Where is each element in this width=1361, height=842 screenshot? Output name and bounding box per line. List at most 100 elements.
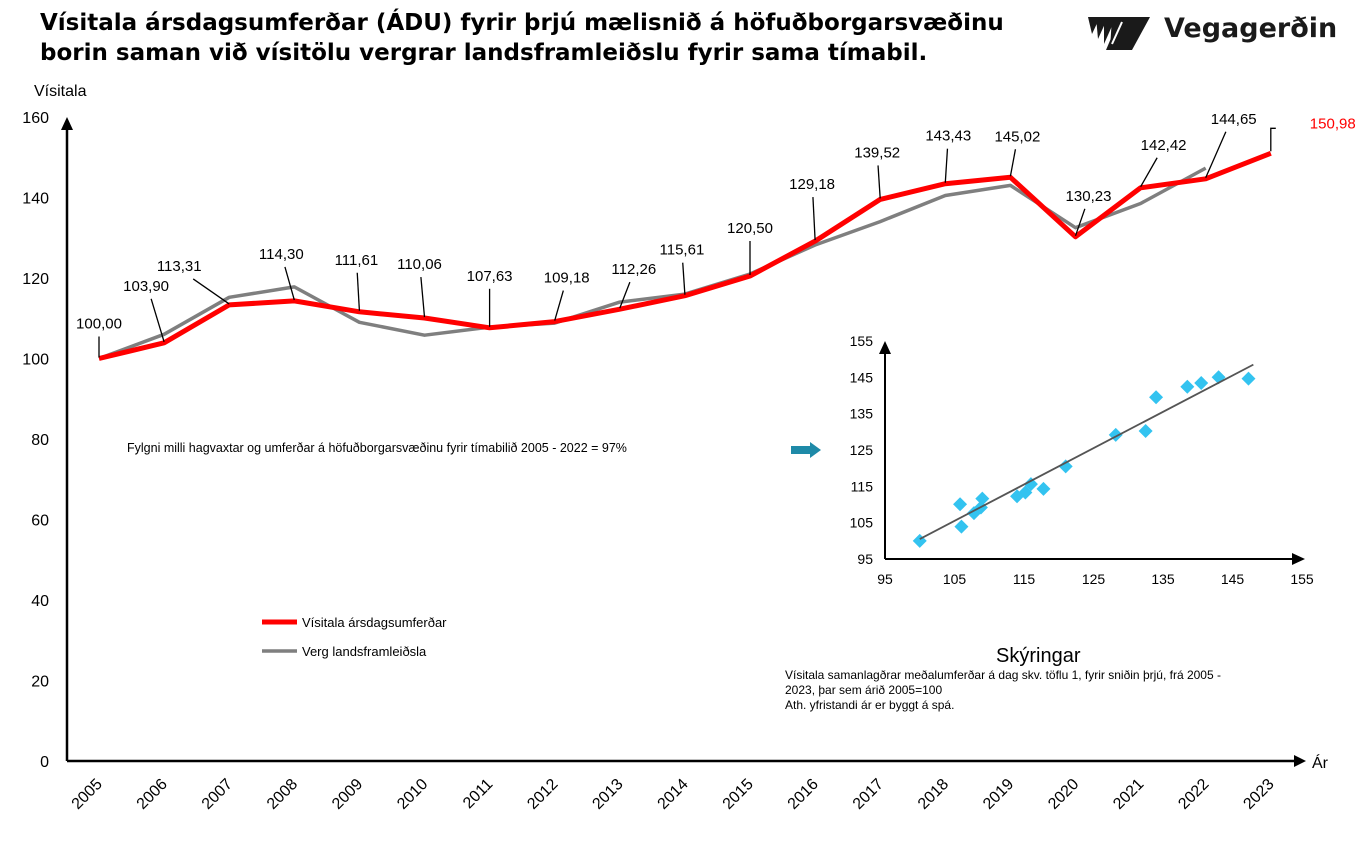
vegagerdin-logo-icon xyxy=(1088,17,1150,50)
y-tick-label: 100 xyxy=(22,352,49,369)
data-label: 114,30 xyxy=(259,246,304,263)
data-label: 103,90 xyxy=(123,278,169,295)
scatter-point xyxy=(1241,371,1256,386)
data-label-leader xyxy=(356,272,361,311)
scatter-y-tick-label: 95 xyxy=(857,551,873,567)
data-label-leader xyxy=(619,281,631,309)
scatter-x-arrow-icon xyxy=(1292,553,1305,565)
notes-line: Ath. yfristandi ár er byggt á spá. xyxy=(785,698,954,712)
x-axis-label: Ár xyxy=(1312,753,1329,772)
data-label: 129,18 xyxy=(789,176,835,193)
scatter-y-tick-label: 155 xyxy=(850,333,874,349)
data-label: 150,98 xyxy=(1310,115,1356,132)
data-label: 110,06 xyxy=(397,256,442,273)
y-axis-label: Vísitala xyxy=(34,83,87,100)
data-label: 130,23 xyxy=(1066,188,1112,205)
data-label-leader xyxy=(284,266,295,301)
data-label-leader xyxy=(812,197,816,241)
x-tick-label: 2011 xyxy=(460,776,496,812)
scatter-x-tick-label: 145 xyxy=(1221,571,1245,587)
scatter-x-tick-label: 95 xyxy=(877,571,893,587)
data-label: 139,52 xyxy=(854,144,900,161)
y-tick-label: 60 xyxy=(31,513,49,530)
legend-label-gdp: Verg landsframleiðsla xyxy=(302,644,427,659)
data-label-leader xyxy=(944,148,949,183)
y-tick-label: 40 xyxy=(31,593,49,610)
scatter-point xyxy=(1180,379,1195,394)
data-label: 145,02 xyxy=(994,128,1040,145)
x-tick-label: 2016 xyxy=(785,776,822,813)
x-tick-label: 2014 xyxy=(655,776,692,813)
x-tick-label: 2015 xyxy=(720,776,757,813)
data-label: 111,61 xyxy=(335,252,379,269)
series-line-gdp xyxy=(98,166,1207,361)
scatter-point xyxy=(954,519,969,534)
data-label-leader xyxy=(1140,157,1158,188)
y-tick-label: 20 xyxy=(31,674,49,691)
x-tick-label: 2019 xyxy=(980,776,1017,813)
x-tick-label: 2023 xyxy=(1240,776,1277,813)
notes-title: Skýringar xyxy=(996,645,1081,667)
data-label: 100,00 xyxy=(76,316,122,333)
scatter-point xyxy=(1138,423,1153,438)
scatter-point xyxy=(975,491,990,506)
scatter-y-arrow-icon xyxy=(879,341,891,354)
x-tick-label: 2005 xyxy=(69,776,106,813)
scatter-y-tick-label: 145 xyxy=(850,369,874,385)
scatter-point xyxy=(966,506,981,521)
y-tick-label: 120 xyxy=(22,271,49,288)
x-tick-label: 2009 xyxy=(329,776,366,813)
data-label-leader xyxy=(877,165,881,199)
x-tick-label: 2007 xyxy=(199,776,236,813)
data-label-leader xyxy=(1009,149,1017,177)
title-line-2: borin saman við vísitölu vergrar landsfr… xyxy=(40,40,928,66)
data-label: 120,50 xyxy=(727,220,773,237)
y-tick-label: 0 xyxy=(40,754,49,771)
data-label-leader xyxy=(192,278,230,305)
legend-label-traffic: Vísitala ársdagsumferðar xyxy=(302,615,447,630)
data-label: 143,43 xyxy=(925,128,971,145)
scatter-x-tick-label: 125 xyxy=(1082,571,1106,587)
scatter-trendline xyxy=(919,363,1254,540)
scatter-x-tick-label: 105 xyxy=(943,571,967,587)
right-arrow-icon xyxy=(791,442,821,458)
scatter-point xyxy=(1194,376,1209,391)
x-tick-label: 2012 xyxy=(524,776,561,813)
data-label-leader xyxy=(554,290,564,321)
scatter-point xyxy=(1010,489,1025,504)
data-label: 115,61 xyxy=(660,242,705,259)
brand-name: Vegagerðin xyxy=(1164,13,1338,44)
x-axis-arrow-icon xyxy=(1294,755,1306,767)
chart-title: Vísitala ársdagsumferðar (ÁDU) fyrir þrj… xyxy=(40,8,1040,68)
scatter-y-tick-label: 125 xyxy=(850,442,874,458)
x-tick-label: 2022 xyxy=(1175,776,1212,813)
x-tick-label: 2021 xyxy=(1110,776,1147,813)
data-label-leader xyxy=(1270,127,1276,152)
scatter-point xyxy=(1058,459,1073,474)
data-label-leader xyxy=(420,276,426,318)
data-label-leader xyxy=(1074,208,1086,237)
x-tick-label: 2010 xyxy=(394,776,431,813)
y-tick-label: 140 xyxy=(22,191,49,208)
title-line-1: Vísitala ársdagsumferðar (ÁDU) fyrir þrj… xyxy=(40,10,1004,36)
data-label-leader xyxy=(150,298,165,342)
series-line-traffic xyxy=(98,150,1272,361)
brand-logo: Vegagerðin xyxy=(1088,12,1348,52)
y-tick-label: 80 xyxy=(31,432,49,449)
scatter-y-tick-label: 115 xyxy=(851,478,874,494)
data-label-leader xyxy=(682,262,686,295)
data-label: 107,63 xyxy=(467,268,513,285)
y-axis-arrow-icon xyxy=(61,117,73,130)
x-tick-label: 2008 xyxy=(264,776,301,813)
data-label: 144,65 xyxy=(1211,111,1257,128)
scatter-x-tick-label: 155 xyxy=(1290,571,1314,587)
scatter-point xyxy=(953,497,968,512)
x-tick-label: 2018 xyxy=(915,776,952,813)
x-tick-label: 2020 xyxy=(1045,776,1082,813)
x-tick-label: 2006 xyxy=(134,776,171,813)
data-label: 109,18 xyxy=(544,270,590,287)
scatter-x-tick-label: 115 xyxy=(1013,571,1036,587)
x-tick-label: 2017 xyxy=(850,776,887,813)
data-label-leader xyxy=(1205,131,1227,179)
